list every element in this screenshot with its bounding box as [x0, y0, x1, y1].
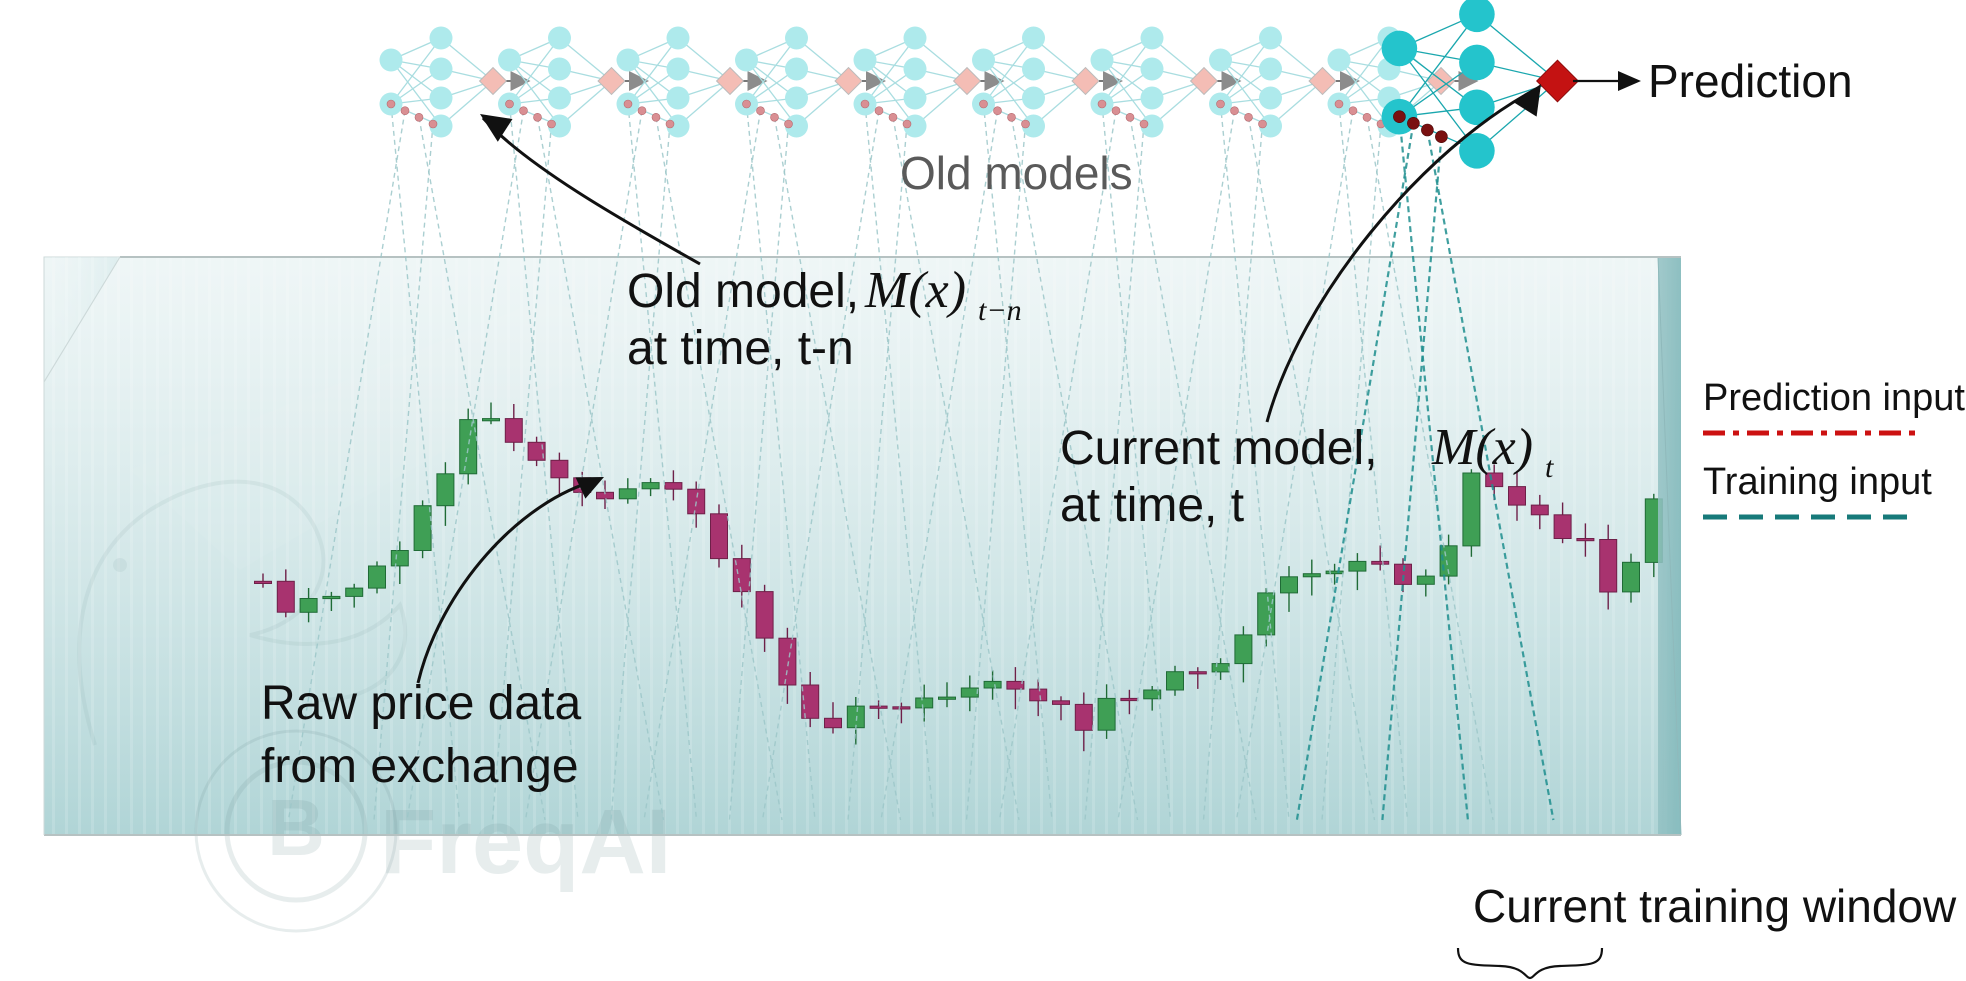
svg-text:at time, t: at time, t [1060, 479, 1244, 532]
svg-text:Prediction input: Prediction input [1703, 377, 1965, 419]
svg-text:from exchange: from exchange [261, 740, 579, 793]
svg-text:t: t [1545, 451, 1554, 484]
svg-text:M(x): M(x) [864, 262, 966, 319]
svg-text:Training input: Training input [1703, 461, 1932, 503]
svg-text:Old model,: Old model, [627, 265, 859, 318]
svg-text:Current model,: Current model, [1060, 422, 1377, 475]
svg-text:t−n: t−n [978, 294, 1022, 327]
svg-text:at time, t-n: at time, t-n [627, 322, 854, 375]
svg-text:Raw price data: Raw price data [261, 677, 581, 730]
svg-text:Current training window: Current training window [1473, 880, 1957, 932]
svg-text:M(x): M(x) [1431, 419, 1533, 476]
